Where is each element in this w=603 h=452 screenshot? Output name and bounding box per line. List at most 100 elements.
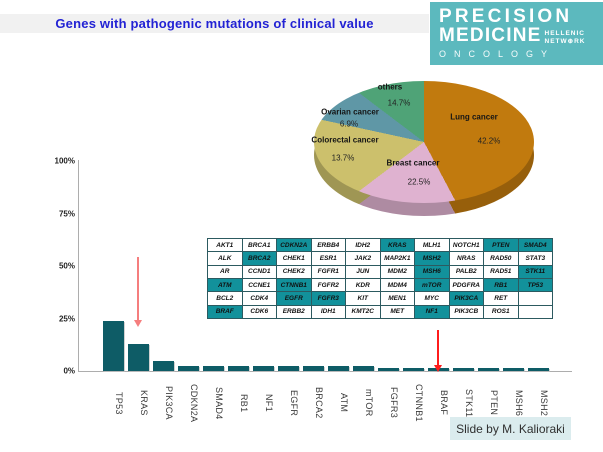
gene-cell-MAP2K1: MAP2K1 — [380, 252, 415, 266]
x-axis-label-SMAD4: SMAD4 — [214, 386, 224, 420]
logo-line2: MEDICINE HELLENIC NETW⊕RK — [439, 26, 603, 45]
x-axis-label-MSH2: MSH2 — [539, 389, 549, 417]
bar-MSH2 — [528, 368, 549, 371]
bar-chart-x-axis — [78, 371, 572, 372]
gene-cell-CHEK1: CHEK1 — [277, 252, 312, 266]
gene-cell-ALK: ALK — [208, 252, 243, 266]
gene-cell-JUN: JUN — [346, 265, 381, 279]
gene-cell-FGFR1: FGFR1 — [311, 265, 346, 279]
gene-cell-BRCA2: BRCA2 — [242, 252, 277, 266]
gene-cell-PTEN: PTEN — [484, 239, 519, 253]
pie-chart — [314, 81, 534, 203]
x-axis-label-NF1: NF1 — [264, 394, 274, 412]
bar-SMAD4 — [203, 365, 224, 371]
bar-PTEN — [478, 368, 499, 371]
gene-cell-CDKN2A: CDKN2A — [277, 239, 312, 253]
gene-cell-RAD50: RAD50 — [484, 252, 519, 266]
pie-slice-value: 42.2% — [477, 136, 501, 146]
x-axis-label-BRCA2: BRCA2 — [314, 387, 324, 419]
x-axis-label-MSH6: MSH6 — [514, 389, 524, 417]
x-axis-label-ATM: ATM — [339, 393, 349, 413]
y-axis-tick-label: 100% — [54, 156, 75, 166]
gene-cell-KDR: KDR — [346, 278, 381, 293]
bar-chart-y-axis — [78, 160, 79, 372]
x-axis-label-CDKN2A: CDKN2A — [189, 383, 199, 423]
gene-cell-mTOR: mTOR — [415, 278, 450, 293]
bar-CTNNB1 — [403, 367, 424, 371]
gene-cell-CCND1: CCND1 — [242, 265, 277, 279]
pie-slice-label: Breast cancer — [386, 158, 440, 168]
x-axis-label-CTNNB1: CTNNB1 — [414, 384, 424, 422]
gene-cell-empty — [518, 305, 553, 319]
gene-cell-EGFR: EGFR — [277, 292, 312, 306]
logo-text-network: NETW⊕RK — [544, 37, 586, 45]
gene-cell-AKT1: AKT1 — [208, 239, 243, 253]
bar-MSH6 — [503, 368, 524, 371]
gene-cell-RB1: RB1 — [484, 278, 519, 293]
gene-cell-ESR1: ESR1 — [311, 252, 346, 266]
pie-slice-label: Ovarian cancer — [321, 107, 379, 117]
pie-slice-label: Lung cancer — [450, 112, 498, 122]
gene-cell-PDGFRA: PDGFRA — [449, 278, 484, 293]
arrow-shaft — [437, 330, 439, 366]
gene-cell-FGFR2: FGFR2 — [311, 278, 346, 293]
bar-mTOR — [353, 366, 374, 371]
logo-text-oncology: ONCOLOGY — [439, 49, 556, 60]
x-axis-label-RB1: RB1 — [239, 393, 249, 413]
bar-FGFR3 — [378, 367, 399, 371]
bar-STK11 — [453, 368, 474, 371]
x-axis-label-TP53: TP53 — [114, 391, 124, 415]
gene-cell-TP53: TP53 — [518, 278, 553, 293]
x-axis-label-PIK3CA: PIK3CA — [164, 386, 174, 420]
y-axis-tick-label: 25% — [58, 314, 75, 323]
bar-PIK3CA — [153, 360, 174, 371]
gene-cell-CCNE1: CCNE1 — [242, 278, 277, 293]
logo-text-precision: PRECISION — [439, 6, 573, 27]
gene-cell-AR: AR — [208, 265, 243, 279]
bar-TP53 — [103, 320, 124, 371]
bar-CDKN2A — [178, 365, 199, 371]
arrow-annotation-kras — [134, 257, 142, 327]
gene-cell-ROS1: ROS1 — [484, 305, 519, 319]
precision-medicine-logo: PRECISION MEDICINE HELLENIC NETW⊕RK ONCO… — [430, 2, 603, 65]
gene-cell-SMAD4: SMAD4 — [518, 239, 553, 253]
gene-cell-MSH2: MSH2 — [415, 252, 450, 266]
gene-cell-STK11: STK11 — [518, 265, 553, 279]
credit-text: Slide by M. Kalioraki — [456, 421, 565, 436]
gene-cell-IDH2: IDH2 — [346, 239, 381, 253]
credit-box: Slide by M. Kalioraki — [450, 417, 571, 440]
logo-text-hellenic: HELLENIC — [544, 30, 585, 38]
page-title: Genes with pathogenic mutations of clini… — [55, 16, 374, 31]
gene-cell-STAT3: STAT3 — [518, 252, 553, 266]
arrow-head-icon — [134, 320, 142, 327]
gene-cell-RET: RET — [484, 292, 519, 306]
pie-slice-label: Colorectal cancer — [311, 135, 379, 145]
arrow-annotation-braf — [434, 330, 442, 372]
x-axis-label-PTEN: PTEN — [489, 390, 499, 416]
gene-cell-empty — [518, 292, 553, 306]
bar-ATM — [328, 366, 349, 371]
y-axis-tick-label: 0% — [63, 366, 75, 376]
gene-cell-BRCA1: BRCA1 — [242, 239, 277, 253]
bar-RB1 — [228, 365, 249, 371]
gene-cell-KMT2C: KMT2C — [346, 305, 381, 319]
gene-cell-CHEK2: CHEK2 — [277, 265, 312, 279]
bar-EGFR — [278, 365, 299, 371]
gene-cell-NOTCH1: NOTCH1 — [449, 239, 484, 253]
gene-cell-FGFR3: FGFR3 — [311, 292, 346, 306]
gene-cell-PIK3CA: PIK3CA — [449, 292, 484, 306]
gene-cell-IDH1: IDH1 — [311, 305, 346, 319]
gene-cell-MSH6: MSH6 — [415, 265, 450, 279]
y-axis-tick-label: 75% — [58, 209, 75, 218]
logo-text-hellenic-network: HELLENIC NETW⊕RK — [545, 30, 586, 45]
x-axis-label-STK11: STK11 — [464, 388, 474, 418]
gene-cell-MET: MET — [380, 305, 415, 319]
gene-cell-ERBB4: ERBB4 — [311, 239, 346, 253]
pie-slice-value: 6.9% — [339, 119, 359, 129]
gene-cell-BCL2: BCL2 — [208, 292, 243, 306]
gene-cell-KRAS: KRAS — [380, 239, 415, 253]
gene-cell-MDM2: MDM2 — [380, 265, 415, 279]
x-axis-label-FGFR3: FGFR3 — [389, 387, 399, 419]
x-axis-label-mTOR: mTOR — [364, 389, 374, 417]
arrow-shaft — [137, 257, 139, 321]
